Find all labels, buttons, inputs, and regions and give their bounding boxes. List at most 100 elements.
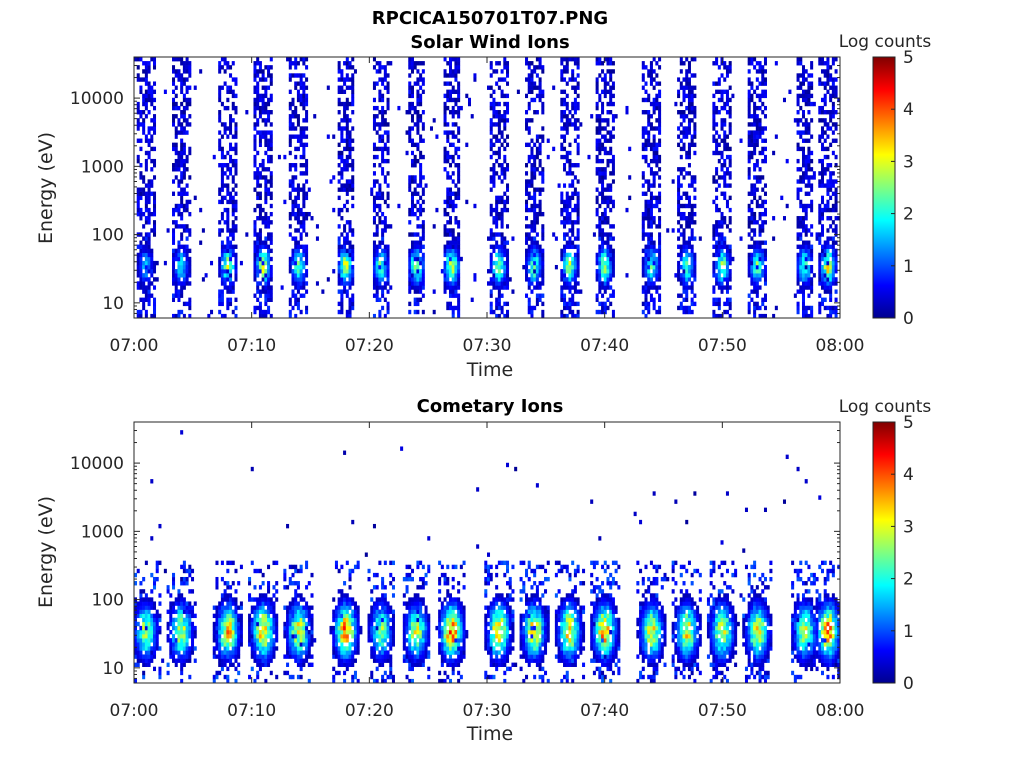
heatmap-cell <box>799 118 802 122</box>
heatmap-cell <box>563 65 566 69</box>
heatmap-cell <box>346 220 349 224</box>
heatmap-cell <box>343 273 346 277</box>
heatmap-cell <box>457 245 460 249</box>
heatmap-cell <box>498 147 501 151</box>
heatmap-cell <box>468 102 471 106</box>
heatmap-cell <box>270 143 273 147</box>
heatmap-cell <box>530 147 533 151</box>
heatmap-cell <box>180 81 183 85</box>
heatmap-cell <box>338 171 341 175</box>
heatmap-cell <box>647 212 650 216</box>
heatmap-cell <box>753 65 756 69</box>
heatmap-cell <box>172 192 175 196</box>
heatmap-cell <box>807 90 810 94</box>
heatmap-cell <box>145 69 148 73</box>
heatmap-cell <box>650 73 653 77</box>
heatmap-cell <box>821 159 824 163</box>
heatmap-cell <box>655 81 658 85</box>
heatmap-cell <box>305 289 308 293</box>
heatmap-cell <box>259 183 262 187</box>
heatmap-cell <box>650 253 653 257</box>
heatmap-cell <box>650 236 653 240</box>
heatmap-cell <box>351 81 354 85</box>
heatmap-cell <box>232 204 235 208</box>
heatmap-cell <box>799 175 802 179</box>
heatmap-cell <box>647 306 650 310</box>
heatmap-cell <box>563 200 566 204</box>
heatmap-cell <box>642 65 645 69</box>
heatmap-cell <box>606 285 609 289</box>
heatmap-cell <box>530 289 533 293</box>
heatmap-cell <box>411 143 414 147</box>
heatmap-cell <box>142 285 145 289</box>
heatmap-cell <box>349 86 352 90</box>
heatmap-cell <box>726 147 729 151</box>
heatmap-cell <box>658 249 661 253</box>
heatmap-cell <box>457 139 460 143</box>
heatmap-cell <box>807 73 810 77</box>
heatmap-cell <box>495 306 498 310</box>
heatmap-cell <box>653 98 656 102</box>
heatmap-cell <box>685 245 688 249</box>
heatmap-cell <box>601 106 604 110</box>
heatmap-cell <box>802 179 805 183</box>
heatmap-cell <box>186 106 189 110</box>
heatmap-cell <box>775 61 778 65</box>
heatmap-cell <box>297 273 300 277</box>
heatmap-cell <box>802 216 805 220</box>
heatmap-cell <box>568 159 571 163</box>
colorbar-tick-label: 1 <box>903 257 914 277</box>
heatmap-cell <box>756 163 759 167</box>
heatmap-cell <box>302 253 305 257</box>
heatmap-cell <box>821 81 824 85</box>
heatmap-cell <box>501 257 504 261</box>
heatmap-cell <box>750 192 753 196</box>
heatmap-cell <box>343 110 346 114</box>
heatmap-cell <box>153 122 156 126</box>
heatmap-cell <box>289 183 292 187</box>
heatmap-cell <box>653 57 656 61</box>
heatmap-cell <box>566 220 569 224</box>
heatmap-cell <box>606 69 609 73</box>
heatmap-cell <box>259 253 262 257</box>
heatmap-cell <box>574 122 577 126</box>
heatmap-cell <box>142 638 145 642</box>
heatmap-cell <box>577 118 580 122</box>
heatmap-cell <box>802 289 805 293</box>
heatmap-cell <box>650 171 653 175</box>
heatmap-cell <box>416 77 419 81</box>
heatmap-cell <box>495 298 498 302</box>
heatmap-cell <box>245 110 248 114</box>
heatmap-cell <box>153 196 156 200</box>
heatmap-cell <box>536 265 539 269</box>
heatmap-cell <box>810 159 813 163</box>
heatmap-cell <box>506 118 509 122</box>
heatmap-cell <box>408 188 411 192</box>
heatmap-cell <box>560 220 563 224</box>
heatmap-cell <box>764 61 767 65</box>
heatmap-cell <box>764 147 767 151</box>
heatmap-cell <box>433 310 436 314</box>
heatmap-cell <box>563 253 566 257</box>
heatmap-cell <box>598 265 601 269</box>
heatmap-cell <box>490 126 493 130</box>
y-tick-label: 10000 <box>70 89 124 109</box>
heatmap-cell <box>601 245 604 249</box>
heatmap-cell <box>525 122 528 126</box>
heatmap-cell <box>381 192 384 196</box>
heatmap-cell <box>829 253 832 257</box>
heatmap-cell <box>574 302 577 306</box>
heatmap-cell <box>753 232 756 236</box>
heatmap-cell <box>384 159 387 163</box>
heatmap-cell <box>145 253 148 257</box>
heatmap-cell <box>655 261 658 265</box>
heatmap-cell <box>807 175 810 179</box>
heatmap-cell <box>454 236 457 240</box>
heatmap-cell <box>821 249 824 253</box>
heatmap-cell <box>609 110 612 114</box>
heatmap-cell <box>835 224 838 228</box>
heatmap-cell <box>229 249 232 253</box>
heatmap-cell <box>186 69 189 73</box>
heatmap-cell <box>186 249 189 253</box>
heatmap-cell <box>528 261 531 265</box>
